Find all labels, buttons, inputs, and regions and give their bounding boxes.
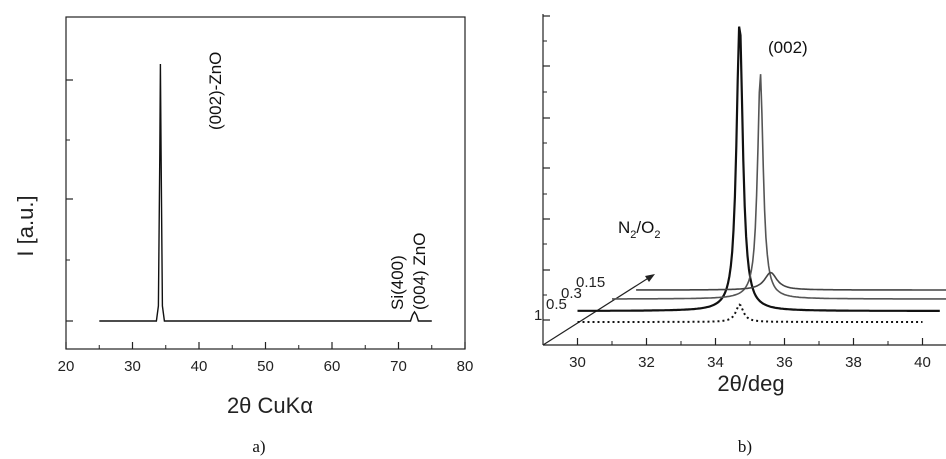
panel-b-x-tick-label: 30 [569, 354, 586, 371]
panel-b-chart: 30 32 34 36 38 40 10.50.30.15 (002) N2/O2 2θ/… [534, 14, 946, 456]
panel-b-series-line-0.5 [577, 26, 940, 312]
panel-a-annotation-004: (004) ZnO [410, 233, 429, 310]
panel-a-x-axis-label: 2θ CuKα [227, 393, 313, 418]
panel-b-y-ticks [543, 15, 550, 321]
panel-a-annotation-002: (002)-ZnO [206, 52, 225, 130]
panel-b-depth-tick-label: 0.5 [546, 296, 567, 313]
panel-a-chart: 20 30 40 50 60 70 80 (002)-ZnO Si(400) (004) Z… [13, 16, 474, 456]
panel-a-y-axis-label: I [a.u.] [13, 195, 38, 256]
panel-a-x-tick-label: 60 [324, 358, 341, 375]
depth-label-n: N [618, 218, 630, 237]
panel-b-depth-tick-label: 0.3 [561, 285, 582, 302]
panel-b-annotation-002: (002) [768, 38, 808, 57]
panel-b-depth-ticks: 10.50.30.15 [534, 274, 605, 324]
depth-label-o: /O [636, 218, 654, 237]
panel-b-depth-tick-label: 1 [534, 307, 542, 324]
panel-b-series-line-1 [577, 303, 923, 323]
panel-b-x-axis-label: 2θ/deg [717, 371, 784, 396]
panel-b-depth-axis-label: N2/O2 [618, 218, 660, 241]
depth-label-sub1: 2 [630, 229, 636, 241]
panel-b-series-line-0.3 [612, 74, 946, 300]
panel-a-annotation-si400: Si(400) [388, 255, 407, 310]
panel-b-depth-axis-arrow [645, 274, 655, 282]
panel-a-x-tick-label: 30 [124, 358, 141, 375]
panel-b-x-tick-label: 36 [776, 354, 793, 371]
panel-a-caption: a) [252, 437, 265, 456]
panel-a-series-line [99, 63, 432, 322]
panel-b-series-line-0.15 [636, 271, 946, 291]
panel-b-x-tick-label: 32 [638, 354, 655, 371]
panel-a-x-tick-label: 80 [457, 358, 474, 375]
panel-a-x-tick-label: 50 [257, 358, 274, 375]
panel-b-x-tick-label: 38 [845, 354, 862, 371]
panel-a-x-tick-label: 20 [58, 358, 75, 375]
panel-b-depth-tick-label: 0.15 [576, 274, 605, 291]
panel-b-x-ticks: 30 32 34 36 38 40 [542, 338, 931, 371]
panel-b-series [577, 26, 946, 323]
depth-label-sub2: 2 [654, 229, 660, 241]
panel-b-x-tick-label: 40 [914, 354, 931, 371]
panel-a-y-ticks [66, 79, 73, 322]
panel-a-x-ticks: 20 30 40 50 60 70 80 [58, 342, 474, 375]
panel-a-x-tick-label: 40 [191, 358, 208, 375]
panel-b-x-tick-label: 34 [707, 354, 724, 371]
panel-b-caption: b) [738, 437, 752, 456]
panel-a-x-tick-label: 70 [390, 358, 407, 375]
